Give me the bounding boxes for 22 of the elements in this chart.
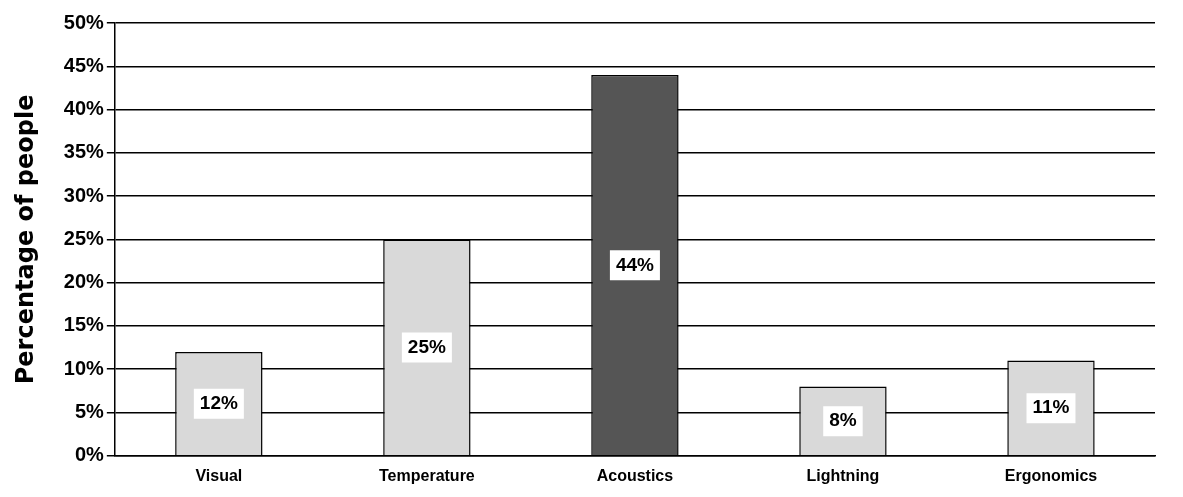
data-label: 8% [829,409,857,431]
data-label: 12% [199,392,238,414]
y-tick-label: 10% [63,356,105,379]
x-tick-label: Temperature [379,466,475,484]
y-tick-label: 35% [63,140,105,163]
x-tick-label: Acoustics [596,466,674,484]
y-axis-title: Percentage of people [10,94,39,385]
y-tick-label: 20% [63,270,105,293]
y-tick-label: 25% [63,226,105,249]
x-tick-label: Visual [195,466,243,484]
y-tick-label: 5% [74,400,105,423]
x-tick-label: Ergonomics [1004,466,1098,484]
x-tick-label: Lightning [806,466,880,484]
y-tick-label: 40% [63,97,105,120]
y-tick-label: 45% [63,53,105,76]
y-tick-label: 15% [63,313,105,336]
data-label: 44% [615,253,655,275]
data-label: 11% [1032,396,1070,418]
y-tick-label: 30% [63,183,105,206]
y-tick-label: 50% [63,10,105,33]
data-label: 25% [407,335,446,357]
y-tick-label: 0% [74,443,105,466]
